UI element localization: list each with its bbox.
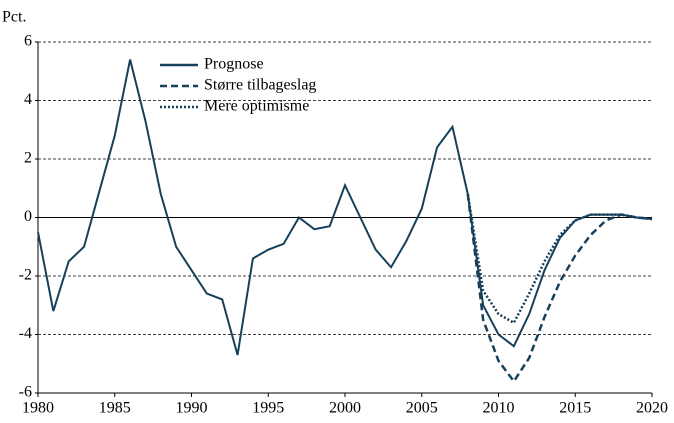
x-tick-label: 1980 bbox=[22, 400, 54, 417]
series-line bbox=[466, 193, 653, 384]
x-tick-label: 1985 bbox=[99, 400, 131, 417]
x-tick-label: 2005 bbox=[406, 400, 438, 417]
series-line bbox=[466, 193, 653, 325]
y-tick-label: -6 bbox=[19, 384, 32, 401]
x-tick-label: 2015 bbox=[559, 400, 591, 417]
legend-label: Prognose bbox=[204, 56, 264, 73]
legend-label: Større tilbageslag bbox=[204, 77, 316, 94]
x-tick-label: 2000 bbox=[329, 400, 361, 417]
x-tick-label: 2010 bbox=[483, 400, 515, 417]
x-tick-label: 2020 bbox=[636, 400, 668, 417]
y-tick-label: -2 bbox=[19, 267, 32, 284]
y-tick-label: 0 bbox=[24, 208, 32, 225]
legend-label: Mere optimisme bbox=[204, 98, 309, 115]
y-tick-label: 6 bbox=[24, 33, 32, 50]
y-tick-label: 2 bbox=[24, 150, 32, 167]
y-axis-label: Pct. bbox=[2, 9, 26, 26]
x-tick-label: 1995 bbox=[252, 400, 284, 417]
y-tick-label: -4 bbox=[19, 325, 32, 342]
x-tick-label: 1990 bbox=[176, 400, 208, 417]
series-line bbox=[37, 59, 653, 356]
y-tick-label: 4 bbox=[24, 91, 32, 108]
